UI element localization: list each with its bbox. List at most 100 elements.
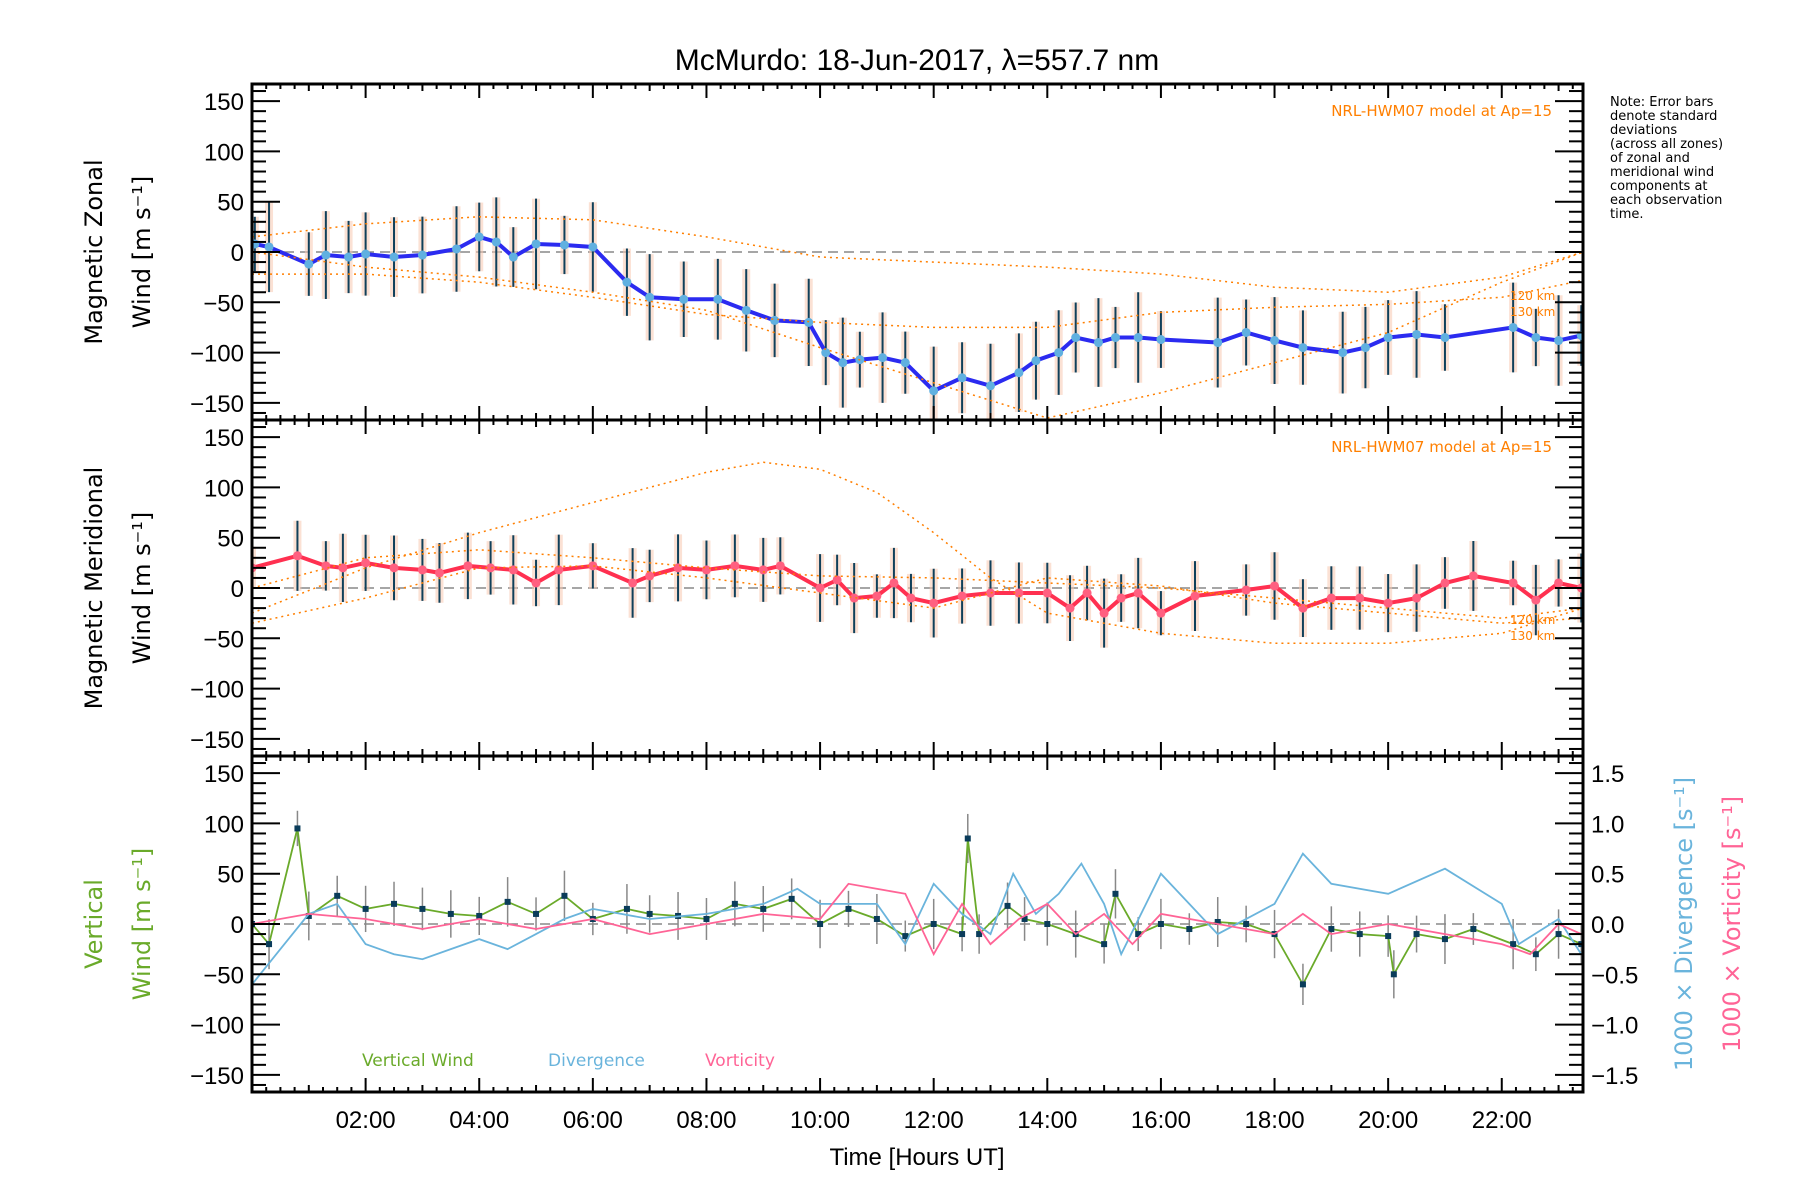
y-tick-label: −50 xyxy=(203,626,244,653)
plot-area xyxy=(252,810,1583,1006)
y-tick-label: 50 xyxy=(217,190,244,217)
data-point xyxy=(1133,333,1143,343)
right-y-tick-label: 1.5 xyxy=(1591,761,1624,788)
data-point xyxy=(741,305,751,315)
data-point xyxy=(1360,343,1370,353)
y-axis-label-line1: Vertical xyxy=(80,879,108,969)
x-tick-label: 06:00 xyxy=(563,1107,623,1134)
data-point xyxy=(1116,593,1126,603)
data-point xyxy=(929,598,939,608)
data-point xyxy=(463,561,473,571)
data-point xyxy=(770,315,780,325)
y-tick-label: −150 xyxy=(190,727,244,754)
data-point xyxy=(391,900,398,907)
data-point xyxy=(849,593,859,603)
data-point xyxy=(1383,598,1393,608)
data-point xyxy=(334,892,341,899)
data-point xyxy=(815,583,825,593)
data-point xyxy=(985,588,995,598)
data-point xyxy=(1390,971,1397,978)
data-point xyxy=(817,921,824,927)
data-point xyxy=(1186,926,1193,933)
data-point xyxy=(1531,333,1541,343)
data-point xyxy=(362,905,369,912)
data-point xyxy=(930,921,937,927)
data-point xyxy=(452,244,462,254)
data-point xyxy=(1440,333,1450,343)
y-axis-label-line2: Wind [m s⁻¹] xyxy=(128,176,156,328)
right-y-tick-label: 0.5 xyxy=(1591,862,1624,889)
data-point xyxy=(447,910,454,917)
data-point xyxy=(758,565,768,575)
data-point xyxy=(646,910,653,917)
data-point xyxy=(957,591,967,601)
data-point xyxy=(1555,931,1562,938)
data-point xyxy=(588,242,598,252)
legend-entry: Vertical Wind xyxy=(362,1051,474,1071)
data-point xyxy=(1004,902,1011,909)
x-tick-label: 16:00 xyxy=(1131,1107,1191,1134)
data-point xyxy=(1065,603,1075,613)
data-point xyxy=(845,905,852,912)
data-point xyxy=(1356,931,1363,938)
data-point xyxy=(304,259,314,269)
x-tick-label: 18:00 xyxy=(1245,1107,1305,1134)
data-point xyxy=(292,551,302,561)
series-line-divergence xyxy=(252,852,1583,985)
data-point xyxy=(902,933,909,940)
data-point xyxy=(964,835,971,842)
x-tick-label: 04:00 xyxy=(449,1107,509,1134)
right-y-tick-label: −1.0 xyxy=(1591,1013,1638,1040)
data-point xyxy=(476,912,483,919)
note-line: meridional wind xyxy=(1610,165,1715,180)
data-point xyxy=(645,292,655,302)
data-point xyxy=(713,294,723,304)
panel-meridional: 150 100 50 0 −50 −100 −150 NRL-HWM07 model at A… xyxy=(80,418,1585,758)
data-point xyxy=(1101,941,1108,948)
data-point xyxy=(1338,348,1348,358)
note-line: time. xyxy=(1610,207,1644,222)
data-point xyxy=(559,240,569,250)
legend-entry: Divergence xyxy=(548,1051,645,1071)
data-point xyxy=(389,252,399,262)
data-point xyxy=(1326,593,1336,603)
data-point xyxy=(321,250,331,260)
x-tick-label: 12:00 xyxy=(904,1107,964,1134)
note-line: of zonal and xyxy=(1610,151,1690,166)
data-point xyxy=(788,895,795,902)
data-point xyxy=(1383,333,1393,343)
x-tick-label: 22:00 xyxy=(1472,1107,1532,1134)
data-point xyxy=(344,252,354,262)
data-point xyxy=(1213,338,1223,348)
model-altitude-label: 130 km xyxy=(1510,629,1555,643)
data-point xyxy=(1554,578,1564,588)
x-tick-label: 10:00 xyxy=(790,1107,850,1134)
data-point xyxy=(1441,936,1448,943)
x-tick-label: 14:00 xyxy=(1017,1107,1077,1134)
y-tick-label: −50 xyxy=(203,290,244,317)
data-point xyxy=(504,898,511,905)
data-point xyxy=(531,239,541,249)
data-point xyxy=(1468,571,1478,581)
y-tick-label: 0 xyxy=(231,912,244,939)
series-line-hwm07-130-km xyxy=(252,273,1583,329)
y-tick-label: 50 xyxy=(217,526,244,553)
y-tick-label: −100 xyxy=(190,677,244,704)
data-point xyxy=(1099,608,1109,618)
data-point xyxy=(1508,322,1518,332)
data-point xyxy=(1440,578,1450,588)
data-point xyxy=(804,317,814,327)
data-point xyxy=(1014,588,1024,598)
data-point xyxy=(959,931,966,938)
data-point xyxy=(1071,333,1081,343)
divergence-axis-label: 1000 × Divergence [s⁻¹] xyxy=(1670,777,1698,1071)
series-line-hwm07-120-km xyxy=(252,216,1583,293)
data-point xyxy=(1156,608,1166,618)
data-point xyxy=(623,905,630,912)
data-point xyxy=(1328,926,1335,933)
data-point xyxy=(1190,591,1200,601)
data-point xyxy=(1042,588,1052,598)
data-point xyxy=(1508,578,1518,588)
data-point xyxy=(1531,595,1541,605)
data-point xyxy=(1014,368,1024,378)
